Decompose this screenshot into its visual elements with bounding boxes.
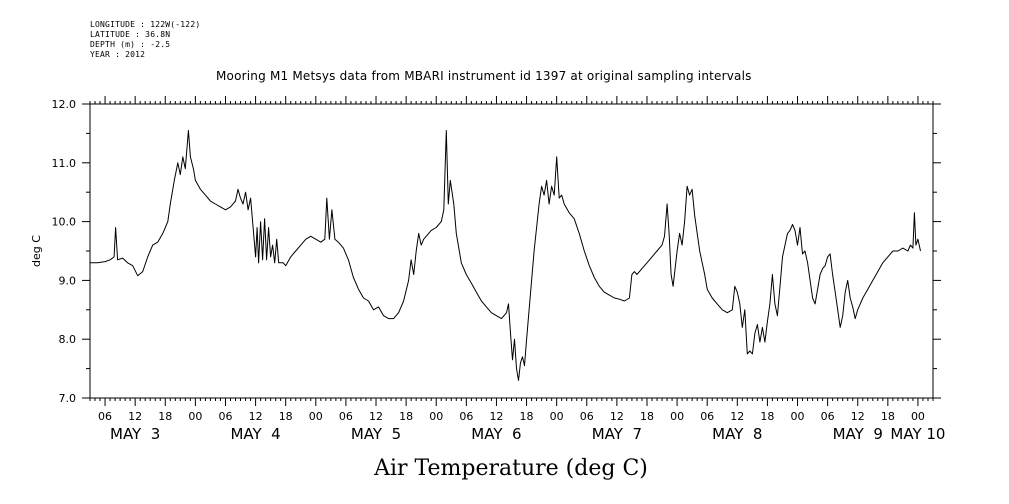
y-tick-label: 10.0: [52, 216, 77, 229]
x-tick-label: 00: [188, 410, 202, 423]
x-tick-label: 12: [851, 410, 865, 423]
x-tick-label: 12: [610, 410, 624, 423]
x-tick-label: 06: [821, 410, 835, 423]
x-tick-label: 06: [98, 410, 112, 423]
y-tick-label: 8.0: [59, 333, 77, 346]
x-tick-label: 12: [369, 410, 383, 423]
day-label: MAY 7: [592, 425, 642, 443]
y-tick-label: 12.0: [52, 98, 77, 111]
x-tick-label: 12: [249, 410, 263, 423]
plot-frame: [89, 103, 934, 399]
x-tick-label: 18: [279, 410, 293, 423]
day-label: MAY 3: [110, 425, 160, 443]
x-tick-label: 06: [700, 410, 714, 423]
x-tick-label: 06: [339, 410, 353, 423]
y-tick-labels: 7.0 8.0 9.0 10.0 11.0 12.0: [52, 98, 77, 405]
y-tick-label: 11.0: [52, 157, 77, 170]
x-tick-label: 00: [670, 410, 684, 423]
x-tick-label: 00: [791, 410, 805, 423]
x-tick-label: 00: [550, 410, 564, 423]
tick-marks: [82, 96, 941, 406]
x-tick-label: 00: [309, 410, 323, 423]
metadata-block: LONGITUDE : 122W(-122) LATITUDE : 36.8N …: [90, 20, 200, 60]
x-tick-label: 06: [580, 410, 594, 423]
day-labels: MAY 3 MAY 4 MAY 5 MAY 6 MAY 7 MAY 8 MAY 9 MAY 1…: [110, 425, 945, 443]
x-tick-label: 00: [911, 410, 925, 423]
x-tick-label: 18: [399, 410, 413, 423]
series-line: [90, 130, 921, 381]
day-label: MAY 6: [471, 425, 521, 443]
day-label: MAY 4: [230, 425, 280, 443]
day-label: MAY 9: [833, 425, 883, 443]
y-tick-label: 9.0: [59, 274, 77, 287]
x-tick-label: 00: [429, 410, 443, 423]
x-tick-label: 12: [489, 410, 503, 423]
year-label: YEAR : 2012: [90, 50, 146, 59]
longitude-label: LONGITUDE : 122W(-122): [90, 20, 201, 29]
latitude-label: LATITUDE : 36.8N: [90, 30, 171, 39]
chart-title: Mooring M1 Metsys data from MBARI instru…: [216, 69, 752, 83]
x-tick-label: 18: [520, 410, 534, 423]
x-tick-labels: 06 12 18 00 06 12 18 00 06 12 18 00 06 12 18 00 06 12 18 00…: [98, 410, 925, 423]
y-tick-label: 7.0: [59, 392, 77, 405]
x-tick-label: 18: [640, 410, 654, 423]
depth-label: DEPTH (m) : -2.5: [90, 40, 171, 49]
day-label: MAY 5: [351, 425, 401, 443]
x-tick-label: 18: [158, 410, 172, 423]
x-tick-label: 12: [128, 410, 142, 423]
x-tick-label: 06: [218, 410, 232, 423]
day-label: MAY 10: [890, 425, 945, 443]
day-label: MAY 8: [712, 425, 762, 443]
x-tick-label: 18: [760, 410, 774, 423]
x-tick-label: 06: [459, 410, 473, 423]
x-tick-label: 12: [730, 410, 744, 423]
x-axis-label: Air Temperature (deg C): [373, 456, 648, 481]
y-axis-label: deg C: [30, 235, 43, 267]
x-tick-label: 18: [881, 410, 895, 423]
